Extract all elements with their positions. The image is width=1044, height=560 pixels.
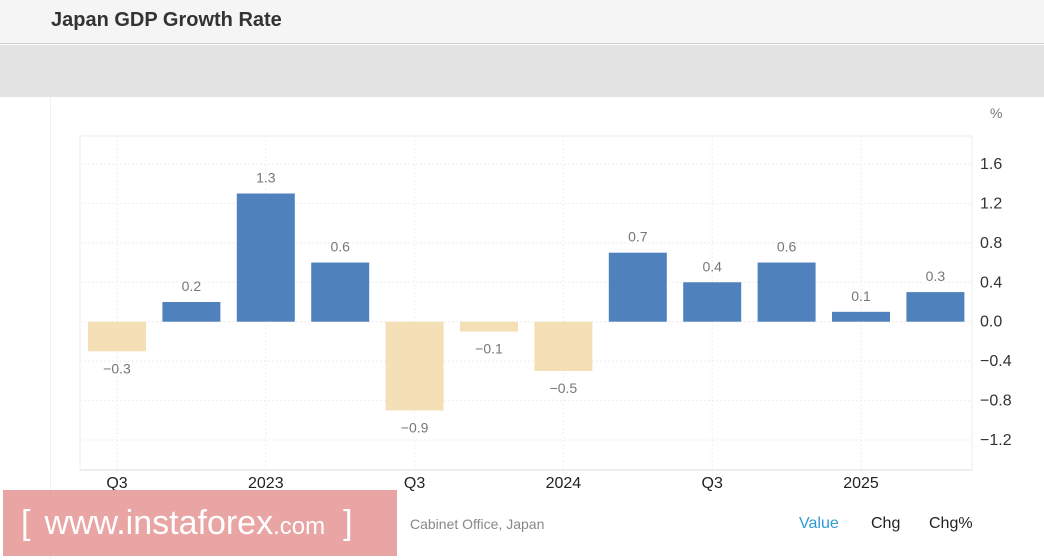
bar [88, 321, 146, 352]
data-label: −0.1 [475, 341, 503, 357]
y-tick-label: −0.8 [980, 393, 1012, 410]
divider [50, 97, 51, 559]
bar [534, 321, 593, 371]
data-label: 0.4 [702, 258, 722, 274]
bar [608, 252, 667, 322]
y-tick-label: 1.2 [980, 195, 1002, 212]
data-label: −0.5 [550, 380, 578, 396]
x-tick-label: 2023 [248, 475, 284, 492]
data-label: 1.3 [256, 170, 276, 186]
data-label: 0.6 [330, 239, 350, 255]
y-tick-label: −1.2 [980, 432, 1012, 449]
bar [460, 321, 518, 332]
y-tick-label: 0.0 [980, 314, 1002, 331]
data-label: 0.2 [182, 278, 202, 294]
x-tick-label: 2025 [843, 475, 879, 492]
y-axis-unit: % [990, 105, 1003, 121]
toggle-chg-pct[interactable]: Chg% [929, 515, 973, 532]
toolbar-band [0, 45, 1044, 97]
toggle-chg[interactable]: Chg [871, 515, 901, 532]
x-tick-label: 2024 [546, 475, 582, 492]
bar [236, 193, 295, 322]
data-label: −0.3 [103, 360, 131, 376]
x-tick-label: Q3 [702, 475, 723, 492]
bar [385, 321, 444, 411]
bar [311, 262, 370, 322]
data-label: 0.1 [851, 288, 871, 304]
source-label: Cabinet Office, Japan [410, 516, 545, 532]
x-tick-label: Q3 [404, 475, 425, 492]
data-label: −0.9 [401, 419, 429, 435]
bar [906, 292, 965, 322]
y-tick-label: 0.4 [980, 274, 1002, 291]
y-tick-label: 0.8 [980, 235, 1002, 252]
header-bar: Japan GDP Growth Rate [0, 0, 1044, 44]
bar [757, 262, 816, 322]
toggle-value[interactable]: Value [799, 515, 839, 532]
bar [832, 311, 890, 322]
y-tick-label: −0.4 [980, 353, 1012, 370]
x-tick-label: Q3 [106, 475, 127, 492]
bar [683, 282, 742, 322]
data-label: 0.3 [926, 268, 946, 284]
y-tick-label: 1.6 [980, 156, 1002, 173]
watermark-logo: [www.instaforex.com] [3, 490, 397, 556]
data-label: 0.7 [628, 229, 648, 245]
page-title: Japan GDP Growth Rate [51, 9, 282, 31]
data-label: 0.6 [777, 239, 797, 255]
bar [162, 301, 221, 322]
